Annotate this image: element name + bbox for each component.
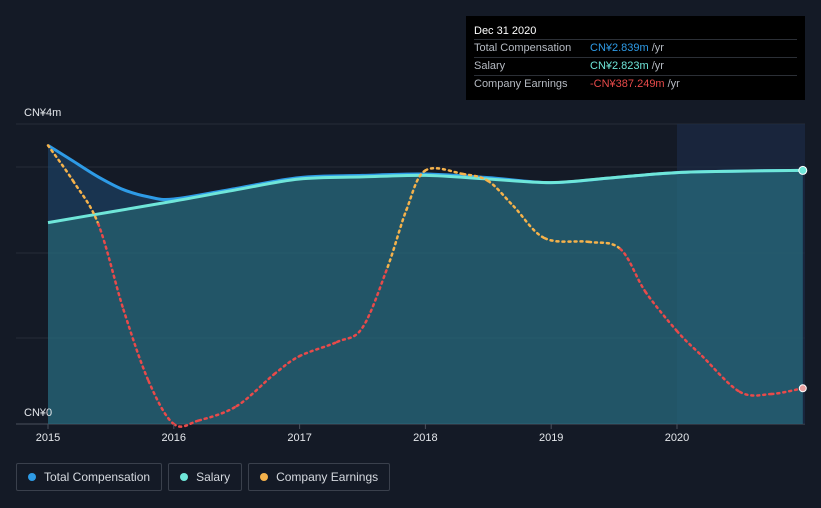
- x-tick-label: 2018: [413, 432, 437, 444]
- y-tick-label-max: CN¥4m: [24, 107, 61, 119]
- tooltip-value: CN¥2.839m: [590, 42, 649, 54]
- x-tick-label: 2020: [665, 432, 689, 444]
- x-tick-label: 2019: [539, 432, 563, 444]
- earnings-segment: [97, 222, 125, 311]
- x-tick-label: 2017: [287, 432, 311, 444]
- earnings-segment: [46, 144, 75, 183]
- earnings-segment: [700, 354, 742, 394]
- tooltip-row-total-compensation: Total Compensation CN¥2.839m /yr: [474, 39, 797, 57]
- earnings-segment: [336, 326, 364, 344]
- earnings-end-marker[interactable]: [798, 384, 807, 393]
- tooltip-date: Dec 31 2020: [474, 25, 537, 37]
- end-markers: [798, 165, 808, 393]
- legend-label: Company Earnings: [276, 470, 379, 484]
- tooltip-value: CN¥2.823m: [590, 60, 649, 72]
- salary-end-marker[interactable]: [798, 165, 808, 175]
- tooltip-unit: /yr: [667, 78, 680, 90]
- salary-area: [48, 170, 803, 424]
- earnings-segment: [172, 419, 201, 428]
- earnings-segment: [587, 240, 622, 251]
- tooltip-label: Total Compensation: [474, 42, 572, 54]
- earnings-segment: [298, 340, 339, 358]
- earnings-segment: [543, 237, 591, 244]
- earnings-segment: [273, 354, 301, 376]
- earnings-segment: [738, 390, 773, 397]
- tooltip-row-company-earnings: Company Earnings -CN¥387.249m /yr: [474, 75, 797, 93]
- x-tick-label: 2015: [36, 432, 60, 444]
- x-axis: 2015 2016 2017 2018 2019 2020: [36, 424, 689, 444]
- legend-dot-icon: [28, 473, 36, 481]
- earnings-segment: [147, 379, 176, 426]
- legend-item-salary[interactable]: Salary: [168, 463, 243, 491]
- legend-item-company-earnings[interactable]: Company Earnings: [248, 463, 391, 491]
- tooltip-value: -CN¥387.249m: [590, 78, 665, 90]
- earnings-segment: [361, 265, 389, 329]
- legend-dot-icon: [260, 473, 269, 481]
- earnings-segment: [386, 208, 408, 269]
- salary-line: [47, 168, 803, 225]
- y-axis: CN¥4m CN¥0: [24, 107, 61, 419]
- earnings-segment: [619, 247, 647, 294]
- earnings-segment: [424, 166, 465, 176]
- earnings-segment: [644, 290, 679, 333]
- tooltip-unit: /yr: [651, 60, 664, 72]
- legend-dot-icon: [180, 473, 189, 481]
- earnings-segment: [461, 172, 490, 183]
- tooltip-unit: /yr: [651, 42, 664, 54]
- legend: Total Compensation Salary Company Earnin…: [16, 463, 391, 491]
- y-tick-label-min: CN¥0: [24, 407, 52, 419]
- earnings-segment: [405, 169, 427, 211]
- company-earnings-line: [46, 144, 805, 428]
- x-tick-label: 2016: [162, 432, 186, 444]
- legend-label: Total Compensation: [44, 470, 151, 484]
- earnings-segment: [675, 329, 704, 358]
- earnings-segment: [71, 179, 100, 226]
- tooltip-label: Company Earnings: [474, 78, 568, 90]
- total-compensation-area: [48, 145, 803, 424]
- legend-item-total-compensation[interactable]: Total Compensation: [16, 463, 163, 491]
- earnings-segment: [235, 372, 276, 408]
- earnings-segment: [512, 204, 547, 240]
- earnings-segment: [122, 308, 150, 383]
- legend-label: Salary: [196, 470, 231, 484]
- tooltip: Dec 31 2020 Total Compensation CN¥2.839m…: [466, 16, 805, 100]
- earnings-segment: [197, 404, 238, 422]
- tooltip-row-salary: Salary CN¥2.823m /yr: [474, 57, 797, 75]
- tooltip-label: Salary: [474, 60, 506, 72]
- earnings-segment: [487, 179, 515, 208]
